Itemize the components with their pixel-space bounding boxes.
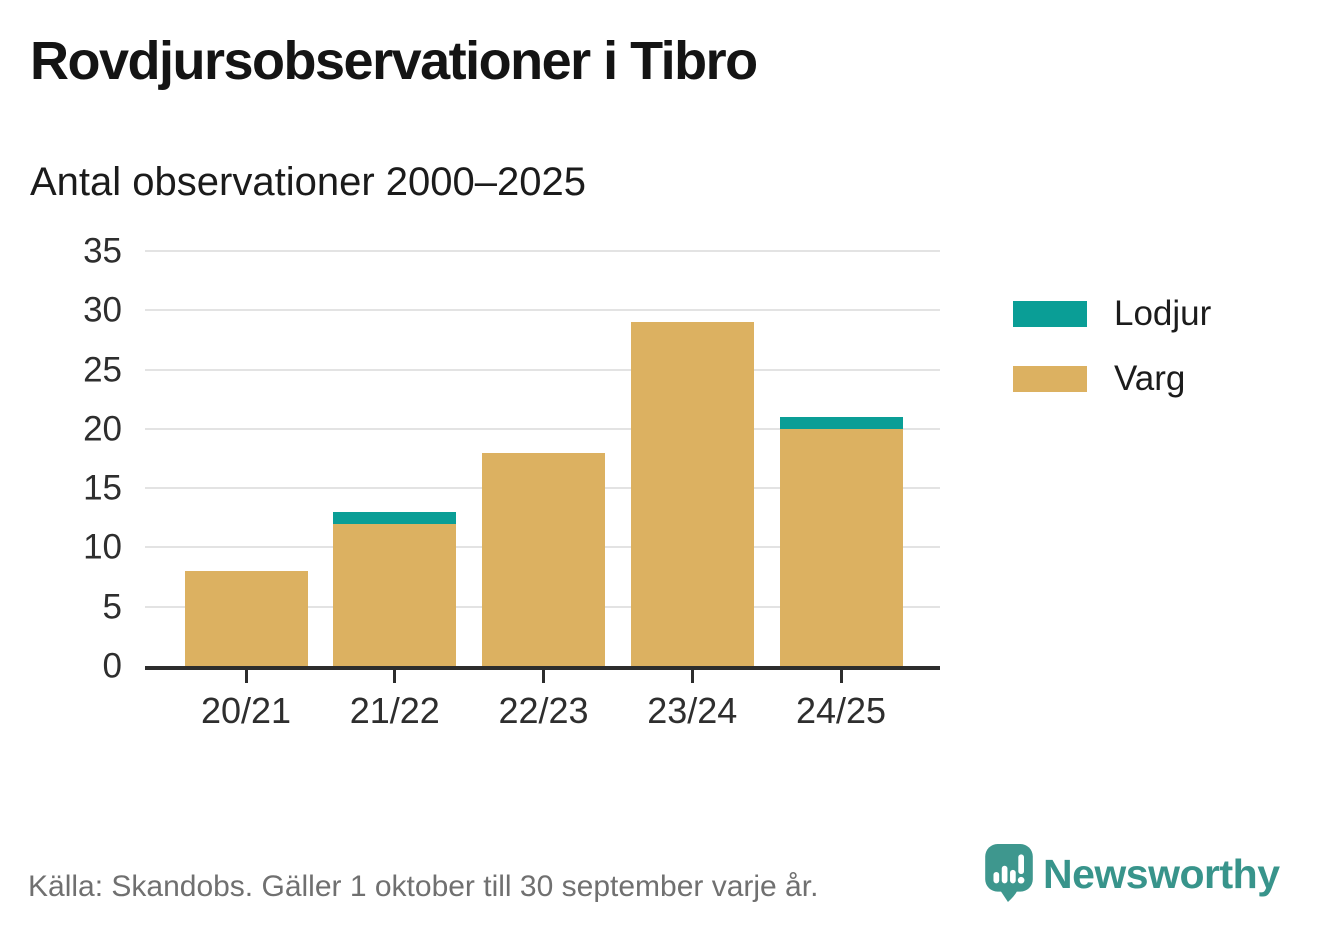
bar-21-22 <box>333 511 457 666</box>
y-tick-label-35: 35 <box>83 231 122 271</box>
chart-subtitle: Antal observationer 2000–2025 <box>30 160 586 204</box>
legend-item-lodjur: Lodjur <box>1013 296 1211 331</box>
bar-segment-varg-22-23 <box>482 452 605 666</box>
bar-segment-varg-20-21 <box>184 571 308 666</box>
y-tick-label-5: 5 <box>102 587 122 627</box>
y-tick-label-25: 25 <box>83 350 122 390</box>
brand-name: Newsworthy <box>1043 851 1280 897</box>
bar-segment-varg-21-22 <box>333 523 457 666</box>
x-tick-label-24-25: 24/25 <box>795 690 887 731</box>
x-tick-label-20-21: 20/21 <box>200 690 292 731</box>
x-tick-20-21 <box>244 670 248 683</box>
bar-segment-lodjur-21-22 <box>333 511 457 524</box>
y-tick-label-20: 20 <box>83 409 122 449</box>
logo-bar-1 <box>993 871 1000 884</box>
x-tick-22-23 <box>542 670 545 683</box>
source-note: Källa: Skandobs. Gäller 1 oktober till 3… <box>28 870 819 903</box>
bar-24-25 <box>779 417 903 666</box>
logo-bubble <box>985 844 1033 892</box>
logo-bar-3 <box>1010 869 1016 884</box>
legend-swatch-varg <box>1013 365 1087 392</box>
gridline-y-20 <box>145 427 940 430</box>
legend-label-lodjur: Lodjur <box>1114 294 1212 333</box>
legend-item-varg: Varg <box>1013 361 1211 396</box>
x-tick-label-23-24: 23/24 <box>647 690 738 731</box>
plot-area <box>145 250 940 666</box>
legend: Lodjur Varg <box>1013 296 1211 426</box>
bar-segment-varg-23-24 <box>630 322 754 666</box>
x-tick-label-22-23: 22/23 <box>498 690 589 731</box>
bar-segment-lodjur-24-25 <box>779 417 903 429</box>
x-tick-23-24 <box>690 670 694 683</box>
x-tick-21-22 <box>393 670 397 683</box>
x-axis-line <box>145 666 940 670</box>
gridline-y-25 <box>145 368 940 371</box>
y-axis-tick-labels: 0 5 10 15 20 25 30 35 <box>0 234 122 684</box>
bar-23-24 <box>630 322 754 666</box>
logo-bubble-tail <box>997 886 1019 902</box>
logo-exclamation-bar <box>1018 854 1024 875</box>
x-tick-24-25 <box>839 670 843 683</box>
gridline-y-30 <box>145 309 940 312</box>
x-tick-label-21-22: 21/22 <box>349 690 440 731</box>
legend-swatch-lodjur <box>1013 300 1087 327</box>
bar-22-23 <box>482 452 605 666</box>
y-tick-label-0: 0 <box>102 646 122 686</box>
logo-bar-2 <box>1001 865 1008 884</box>
bar-segment-varg-24-25 <box>779 428 903 666</box>
gridline-y-35 <box>145 250 940 252</box>
logo-exclamation-dot <box>1017 876 1025 884</box>
bar-20-21 <box>184 571 308 666</box>
y-tick-label-15: 15 <box>83 468 122 508</box>
legend-label-varg: Varg <box>1114 359 1186 398</box>
newsworthy-logo-icon <box>984 843 1034 908</box>
y-tick-label-30: 30 <box>83 290 122 330</box>
chart-title: Rovdjursobservationer i Tibro <box>30 31 758 91</box>
y-tick-label-10: 10 <box>83 527 122 567</box>
